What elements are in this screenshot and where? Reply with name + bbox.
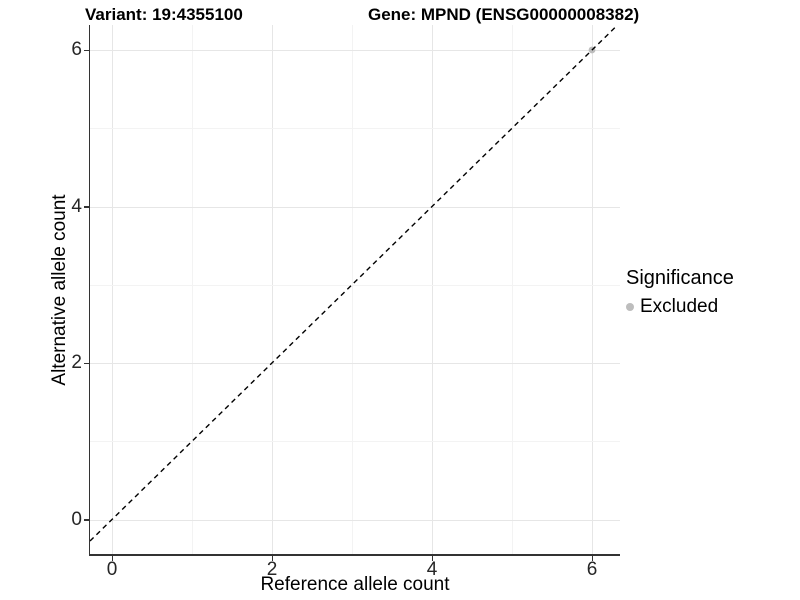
excluded-dot-icon bbox=[626, 303, 634, 311]
y-tick-6 bbox=[83, 49, 89, 51]
gridline-y4 bbox=[90, 206, 620, 208]
y-tick-0 bbox=[83, 519, 89, 521]
x-tick-label-6: 6 bbox=[586, 559, 598, 580]
y-tick-label-4: 4 bbox=[71, 195, 82, 217]
x-axis-title: Reference allele count bbox=[260, 574, 450, 595]
plot-title-variant: Variant: 19:4355100 bbox=[85, 5, 243, 24]
legend: Significance Excluded bbox=[626, 267, 734, 318]
y-axis-title: Alternative allele count bbox=[49, 194, 70, 386]
x-axis-line bbox=[88, 554, 620, 556]
gridline-y1-minor bbox=[90, 441, 620, 442]
gridline-y3-minor bbox=[90, 285, 620, 286]
x-tick-label-0: 0 bbox=[106, 559, 118, 580]
y-tick-2 bbox=[83, 362, 89, 364]
gridline-x0 bbox=[112, 25, 113, 554]
y-tick-label-0: 0 bbox=[71, 508, 82, 530]
legend-item-label: Excluded bbox=[640, 296, 719, 317]
gridline-x4 bbox=[432, 25, 433, 554]
identity-line bbox=[90, 25, 619, 542]
x-tick-6 bbox=[591, 555, 593, 561]
gridline-y2 bbox=[90, 363, 620, 364]
gridline-x1-minor bbox=[192, 25, 193, 554]
gridline-x2 bbox=[272, 25, 273, 554]
y-axis-line bbox=[88, 25, 90, 556]
x-tick-4 bbox=[431, 555, 433, 561]
gridline-x3-minor bbox=[352, 25, 353, 554]
y-tick-4 bbox=[83, 206, 89, 208]
x-tick-2 bbox=[271, 555, 273, 561]
y-tick-label-2: 2 bbox=[71, 352, 82, 373]
x-tick-0 bbox=[111, 555, 113, 561]
plot-panel bbox=[90, 25, 620, 554]
gridline-y0 bbox=[90, 519, 620, 521]
gridline-y5-minor bbox=[90, 128, 620, 129]
x-tick-label-4: 4 bbox=[426, 559, 438, 580]
legend-title: Significance bbox=[626, 267, 734, 289]
legend-item-excluded: Excluded bbox=[626, 296, 734, 318]
gridline-x6 bbox=[592, 25, 593, 554]
gridline-x5-minor bbox=[512, 25, 513, 554]
data-layer bbox=[90, 25, 619, 542]
gridline-y6 bbox=[90, 50, 620, 51]
x-tick-label-2: 2 bbox=[266, 559, 278, 580]
plot-title-gene: Gene: MPND (ENSG00000008382) bbox=[368, 5, 640, 24]
y-tick-label-6: 6 bbox=[71, 39, 82, 60]
